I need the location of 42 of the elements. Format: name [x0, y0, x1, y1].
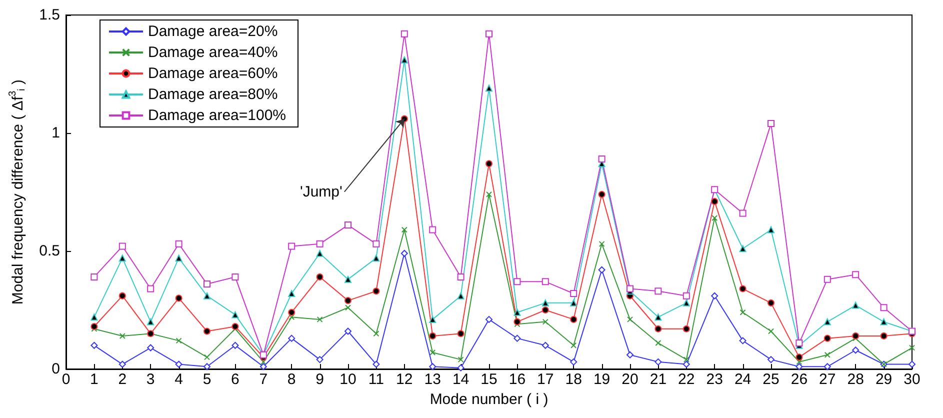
x-tick-label: 29 [875, 371, 892, 388]
y-axis-title: Modal frequency difference ( Δf3i ) [8, 79, 28, 305]
x-tick-label: 22 [678, 371, 695, 388]
x-tick-label: 27 [819, 371, 836, 388]
x-tick-label: 9 [316, 371, 324, 388]
x-tick-label: 12 [396, 371, 413, 388]
x-tick-label: 3 [146, 371, 155, 388]
x-tick-label: 14 [452, 371, 470, 388]
x-tick-label: 25 [762, 371, 780, 388]
legend-label: Damage area=60% [148, 65, 278, 82]
x-tick-label: 19 [593, 371, 610, 388]
x-tick-label: 5 [202, 371, 212, 388]
x-tick-label: 13 [424, 371, 441, 388]
x-tick-label: 1 [90, 371, 98, 388]
x-tick-label: 15 [480, 371, 498, 388]
x-tick-label: 10 [340, 371, 356, 388]
x-tick-label: 20 [622, 371, 638, 388]
legend-label: Damage area=40% [148, 44, 278, 61]
x-tick-label: 11 [368, 371, 384, 388]
y-tick-label: 0 [52, 360, 60, 378]
x-tick-label: 8 [287, 371, 296, 388]
y-tick-label: 1.5 [39, 6, 60, 24]
x-tick-label: 30 [904, 371, 920, 388]
x-tick-label: 16 [508, 371, 526, 388]
legend-label: Damage area=100% [148, 107, 286, 124]
x-tick-label: 28 [847, 371, 864, 388]
x-tick-label: 23 [706, 371, 723, 388]
y-tick-label: 0.5 [39, 242, 60, 260]
x-tick-label: 26 [790, 371, 808, 388]
y-tick-label: 1 [52, 124, 60, 142]
x-tick-label: 18 [565, 371, 582, 388]
x-tick-label: 21 [650, 371, 667, 388]
legend-label: Damage area=80% [148, 86, 278, 103]
legend-label: Damage area=20% [148, 23, 278, 40]
x-tick-label: 17 [537, 371, 554, 388]
annotation: 'Jump' [300, 183, 343, 200]
x-tick-label: 6 [231, 371, 240, 388]
x-tick-label: 7 [259, 371, 268, 388]
x-tick-label: 4 [174, 371, 183, 388]
x-axis-title: Mode number ( i ) [430, 390, 548, 408]
x-tick-label: 2 [118, 371, 127, 388]
x-tick-label: 24 [734, 371, 752, 388]
